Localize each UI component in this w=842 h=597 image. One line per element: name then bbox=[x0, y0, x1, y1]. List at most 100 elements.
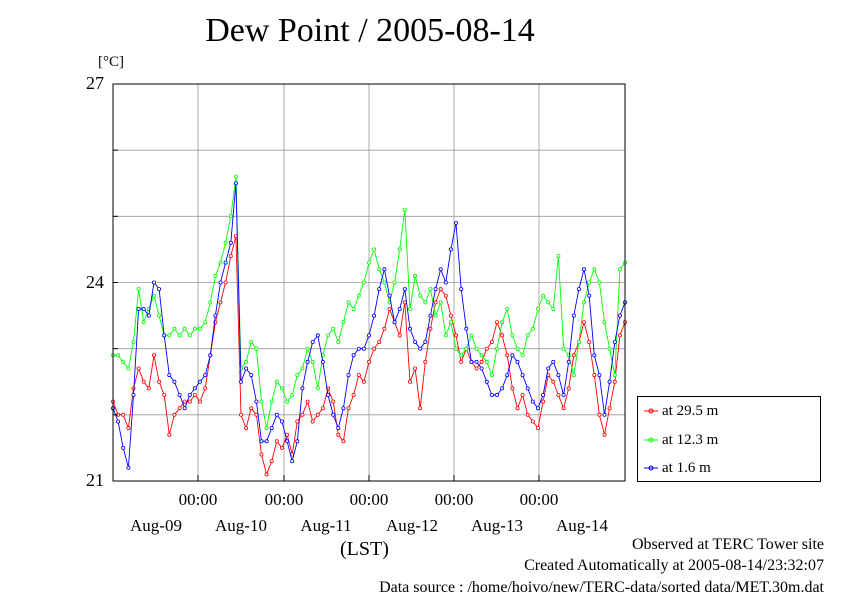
data-point bbox=[433, 287, 438, 292]
data-point bbox=[397, 306, 402, 311]
data-point bbox=[459, 359, 464, 364]
data-point bbox=[274, 379, 279, 384]
data-point bbox=[592, 267, 597, 272]
data-point bbox=[162, 392, 167, 397]
data-point bbox=[279, 386, 284, 391]
data-point bbox=[238, 379, 243, 384]
data-point bbox=[146, 386, 151, 391]
data-point bbox=[295, 419, 300, 424]
data-point bbox=[131, 339, 136, 344]
data-point bbox=[336, 432, 341, 437]
data-point bbox=[541, 392, 546, 397]
data-point bbox=[582, 320, 587, 325]
data-point bbox=[520, 353, 525, 358]
data-point bbox=[453, 220, 458, 225]
y-tick-label: 24 bbox=[86, 272, 104, 292]
data-point bbox=[536, 306, 541, 311]
data-point bbox=[274, 412, 279, 417]
data-point bbox=[259, 399, 264, 404]
data-point bbox=[203, 373, 208, 378]
data-point bbox=[264, 472, 269, 477]
data-point bbox=[320, 406, 325, 411]
data-point bbox=[172, 379, 177, 384]
data-point bbox=[602, 320, 607, 325]
data-point bbox=[418, 346, 423, 351]
data-point bbox=[459, 287, 464, 292]
data-point bbox=[187, 333, 192, 338]
data-point bbox=[479, 366, 484, 371]
data-point bbox=[551, 359, 556, 364]
data-point bbox=[223, 260, 228, 265]
data-point bbox=[494, 320, 499, 325]
data-point bbox=[479, 353, 484, 358]
data-point bbox=[259, 452, 264, 457]
data-point bbox=[233, 174, 238, 179]
y-tick-label: 21 bbox=[86, 470, 104, 490]
data-point bbox=[607, 379, 612, 384]
data-point bbox=[607, 346, 612, 351]
data-point bbox=[269, 426, 274, 431]
data-point bbox=[530, 399, 535, 404]
data-point bbox=[269, 399, 274, 404]
data-point bbox=[141, 320, 146, 325]
data-point bbox=[172, 326, 177, 331]
data-point bbox=[443, 333, 448, 338]
data-point bbox=[320, 359, 325, 364]
data-point bbox=[295, 439, 300, 444]
data-point bbox=[525, 386, 530, 391]
data-point bbox=[203, 386, 208, 391]
data-point bbox=[157, 379, 162, 384]
data-point bbox=[361, 379, 366, 384]
data-point bbox=[336, 426, 341, 431]
data-point bbox=[525, 412, 530, 417]
data-point bbox=[192, 386, 197, 391]
data-point bbox=[484, 379, 489, 384]
x-tick-day-label: Aug-10 bbox=[215, 516, 267, 535]
data-point bbox=[290, 392, 295, 397]
data-point bbox=[607, 406, 612, 411]
data-point bbox=[413, 339, 418, 344]
data-point bbox=[331, 326, 336, 331]
data-point bbox=[413, 273, 418, 278]
data-point bbox=[407, 326, 412, 331]
x-axis-label: (LST) bbox=[340, 538, 389, 560]
data-point bbox=[177, 333, 182, 338]
data-point bbox=[423, 359, 428, 364]
data-point bbox=[402, 207, 407, 212]
data-point bbox=[361, 346, 366, 351]
data-point bbox=[197, 379, 202, 384]
data-point bbox=[366, 359, 371, 364]
data-point bbox=[377, 287, 382, 292]
data-point bbox=[433, 313, 438, 318]
data-point bbox=[315, 333, 320, 338]
data-point bbox=[372, 346, 377, 351]
data-point bbox=[325, 392, 330, 397]
data-point bbox=[546, 300, 551, 305]
data-point bbox=[254, 346, 259, 351]
x-tick-time-label: 00:00 bbox=[519, 490, 559, 509]
legend-marker-blue bbox=[644, 465, 658, 471]
data-point bbox=[218, 280, 223, 285]
data-point bbox=[448, 320, 453, 325]
data-point bbox=[407, 306, 412, 311]
data-point bbox=[407, 379, 412, 384]
data-point bbox=[392, 280, 397, 285]
data-point bbox=[494, 392, 499, 397]
data-point bbox=[295, 373, 300, 378]
data-point bbox=[182, 399, 187, 404]
data-point bbox=[561, 346, 566, 351]
data-point bbox=[300, 386, 305, 391]
data-point bbox=[561, 406, 566, 411]
data-point bbox=[116, 419, 121, 424]
data-point bbox=[208, 300, 213, 305]
data-point bbox=[238, 412, 243, 417]
data-point bbox=[520, 373, 525, 378]
data-point bbox=[612, 379, 617, 384]
data-point bbox=[167, 432, 172, 437]
legend: at 29.5 m at 12.3 m at 1.6 m bbox=[637, 396, 821, 482]
data-point bbox=[351, 306, 356, 311]
data-point bbox=[346, 406, 351, 411]
data-point bbox=[515, 359, 520, 364]
data-point bbox=[197, 326, 202, 331]
data-point bbox=[177, 406, 182, 411]
